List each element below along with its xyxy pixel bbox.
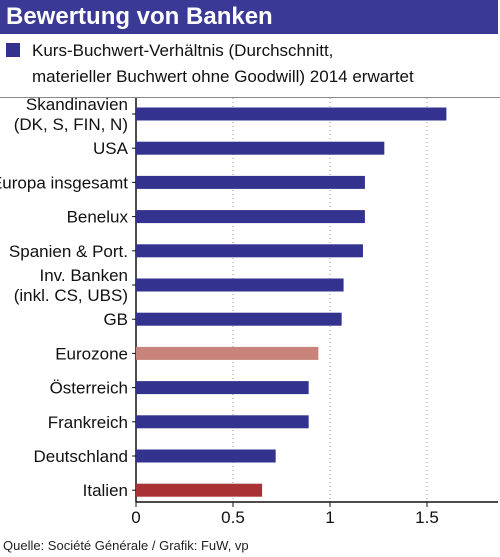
category-label: Italien: [83, 481, 128, 500]
bar: [136, 175, 365, 189]
bar: [136, 449, 276, 463]
category-label: Spanien & Port.: [9, 242, 128, 261]
category-label: (inkl. CS, UBS): [14, 286, 128, 305]
bar: [136, 278, 344, 292]
category-label: Skandinavien: [26, 95, 128, 114]
legend-divider: [0, 97, 500, 98]
category-label: Inv. Banken: [39, 266, 128, 285]
x-tick-label: 1: [325, 508, 334, 527]
x-tick-label: 0.5: [221, 508, 245, 527]
bar-chart: 0 0.5 1 1.5 Skandinavien(DK, S, FIN, N) USA Eu…: [0, 95, 498, 527]
legend-swatch: [6, 43, 20, 57]
source-note: Quelle: Société Générale / Grafik: FuW, …: [3, 538, 249, 553]
bar: [136, 141, 385, 155]
x-tick-label: 0: [131, 508, 140, 527]
chart-title: Bewertung von Banken: [0, 0, 498, 34]
legend-label-line2: materieller Buchwert ohne Goodwill) 2014…: [32, 67, 414, 86]
bar: [136, 244, 363, 258]
legend-label: Kurs-Buchwert-Verhältnis (Durchschnitt, …: [32, 38, 492, 90]
category-label: Deutschland: [33, 447, 128, 466]
legend-label-line1: Kurs-Buchwert-Verhältnis (Durchschnitt,: [32, 41, 334, 60]
category-label: Benelux: [67, 208, 129, 227]
category-label: Europa insgesamt: [0, 173, 128, 192]
bar: [136, 210, 365, 224]
bar: [136, 312, 342, 326]
category-label: Österreich: [50, 379, 128, 398]
bar: [136, 381, 309, 395]
x-tick-label: 1.5: [415, 508, 439, 527]
bar: [136, 346, 319, 360]
bar: [136, 415, 309, 429]
category-label: USA: [93, 139, 129, 158]
category-label: Eurozone: [55, 344, 128, 363]
bar: [136, 107, 447, 121]
category-label: (DK, S, FIN, N): [14, 115, 128, 134]
bar: [136, 483, 263, 497]
category-label: Frankreich: [48, 413, 128, 432]
category-label: GB: [103, 310, 128, 329]
